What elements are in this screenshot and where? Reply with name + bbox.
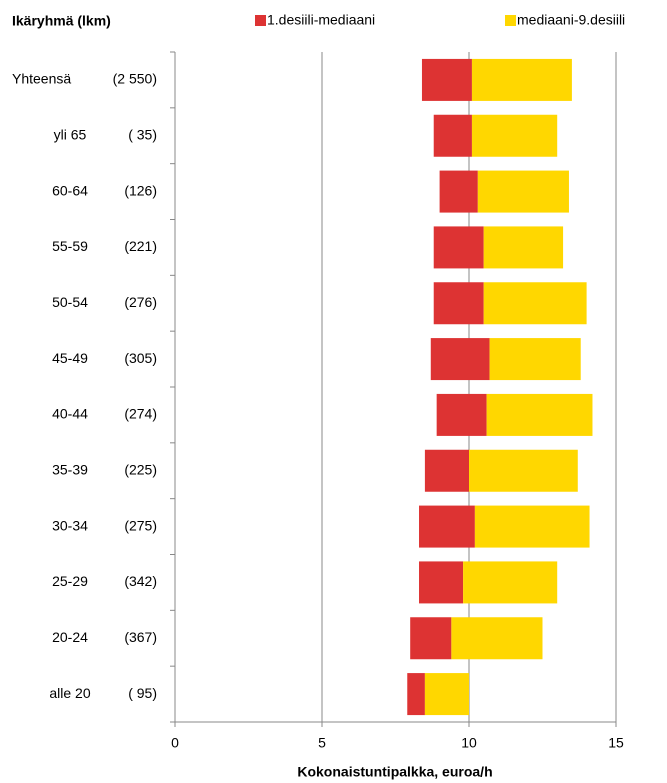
category-label: 20-24 xyxy=(52,629,88,645)
category-label: 55-59 xyxy=(52,238,88,254)
bar-segment xyxy=(424,449,469,492)
group-size-label: (367) xyxy=(124,629,157,645)
bar-segment xyxy=(471,58,572,101)
x-axis-title: Kokonaistuntipalkka, euroa/h xyxy=(297,764,492,780)
x-tick-label: 10 xyxy=(461,735,477,751)
category-label: 40-44 xyxy=(52,406,88,422)
bar-segment xyxy=(451,617,543,660)
category-label: yli 65 xyxy=(54,126,87,142)
group-size-label: (221) xyxy=(124,238,157,254)
bar-segment xyxy=(433,226,484,269)
bar-segment xyxy=(436,393,487,436)
category-label: 60-64 xyxy=(52,182,88,198)
bar-segment xyxy=(483,282,587,325)
bar-segment xyxy=(419,505,475,548)
category-label: alle 20 xyxy=(49,685,90,701)
group-size-label: (274) xyxy=(124,406,157,422)
category-label: Yhteensä xyxy=(12,71,71,87)
category-label: 30-34 xyxy=(52,517,88,533)
legend-swatch xyxy=(255,15,266,26)
bar-segment xyxy=(419,561,464,604)
bar-segment xyxy=(463,561,558,604)
group-size-label: (275) xyxy=(124,517,157,533)
bar-segment xyxy=(433,282,484,325)
bar-segment xyxy=(469,449,578,492)
bar-segment xyxy=(407,673,425,716)
legend-label: 1.desiili-mediaani xyxy=(267,12,375,28)
group-size-label: (342) xyxy=(124,573,157,589)
group-size-label: (276) xyxy=(124,294,157,310)
category-label: 50-54 xyxy=(52,294,88,310)
y-axis-title: Ikäryhmä (lkm) xyxy=(12,13,111,29)
category-label: 25-29 xyxy=(52,573,88,589)
category-label: 45-49 xyxy=(52,350,88,366)
x-tick-label: 15 xyxy=(608,735,624,751)
bar-segment xyxy=(489,338,581,381)
bar-segment xyxy=(430,338,490,381)
bar-segment xyxy=(477,170,569,213)
x-tick-label: 5 xyxy=(318,735,326,751)
category-label: 35-39 xyxy=(52,461,88,477)
bar-segment xyxy=(433,114,472,157)
bar-segment xyxy=(486,393,593,436)
bar-segment xyxy=(439,170,478,213)
legend-label: mediaani-9.desiili xyxy=(517,12,625,28)
bar-segment xyxy=(483,226,564,269)
group-size-label: (225) xyxy=(124,461,157,477)
group-size-label: (2 550) xyxy=(113,71,157,87)
bar-segment xyxy=(421,58,472,101)
bar-segment xyxy=(471,114,558,157)
group-size-label: ( 35) xyxy=(128,126,157,142)
bar-segment xyxy=(410,617,452,660)
bar-segment xyxy=(424,673,469,716)
x-tick-label: 0 xyxy=(171,735,179,751)
legend-swatch xyxy=(505,15,516,26)
group-size-label: (305) xyxy=(124,350,157,366)
group-size-label: ( 95) xyxy=(128,685,157,701)
bar-segment xyxy=(474,505,590,548)
group-size-label: (126) xyxy=(124,182,157,198)
